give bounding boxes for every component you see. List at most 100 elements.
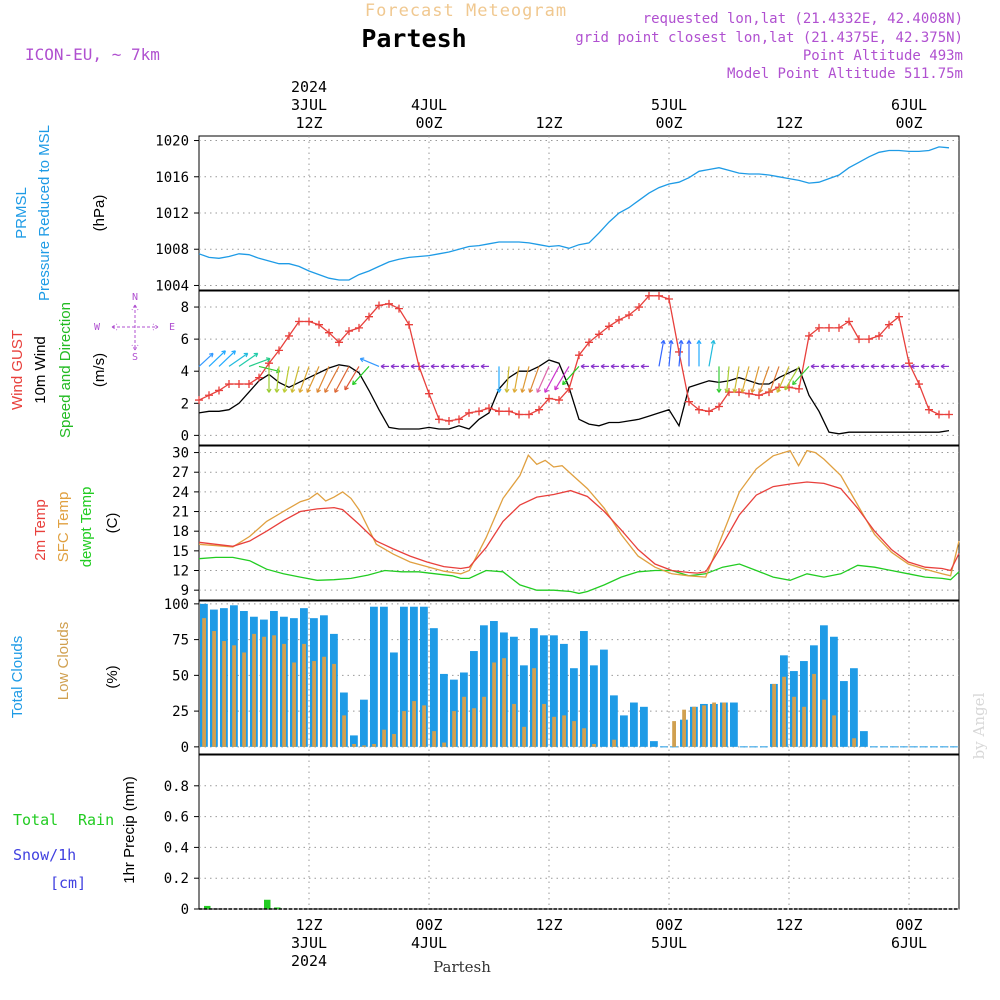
top-time-label: 3JUL (291, 96, 327, 114)
bottom-time-label: 12Z (775, 916, 802, 934)
pressure-ylabel-long: Pressure Reduced to MSL (36, 125, 53, 301)
low-cloud-bar (772, 683, 776, 747)
temp2m-ylabel: 2m Temp (32, 499, 49, 560)
gust-marker (865, 335, 873, 344)
y-tick-label: 6 (181, 332, 189, 348)
low-cloud-bar (672, 721, 676, 747)
point-altitude: Point Altitude 493m (803, 48, 963, 64)
total-cloud-bar (480, 625, 488, 747)
wind-direction-arrow (768, 366, 780, 393)
gust-marker (635, 303, 643, 312)
wind-direction-arrow (600, 363, 609, 369)
wind-direction-arrow (590, 363, 599, 369)
y-tick-label: 0 (181, 902, 189, 918)
pressure-ylabel: PRMSL (13, 187, 30, 239)
snow-unit: [cm] (50, 874, 86, 892)
gust-marker (475, 407, 483, 416)
wind-direction-arrow (440, 363, 449, 369)
place-title: Partesh (361, 24, 466, 53)
total-cloud-bar (640, 706, 648, 747)
low-cloud-bar (382, 729, 386, 747)
gust-marker (245, 380, 253, 389)
gust-marker (565, 384, 573, 393)
wind-direction-arrow (344, 366, 360, 391)
gust-marker (945, 410, 953, 419)
gust-marker (255, 373, 263, 382)
y-tick-label: 21 (172, 505, 189, 521)
wind-direction-arrow (630, 363, 639, 369)
top-time-label: 12Z (775, 114, 802, 132)
low-cloud-bar (492, 662, 496, 747)
wind-direction-arrow (910, 363, 919, 369)
gust-marker (845, 317, 853, 326)
y-tick-label: 2 (181, 396, 189, 412)
gust-marker (915, 380, 923, 389)
gust-marker (285, 331, 293, 340)
wind-direction-arrow (810, 363, 819, 369)
low-cloud-bar (782, 676, 786, 747)
gust-marker (395, 304, 403, 313)
wind-direction-arrow (724, 366, 730, 393)
total-cloud-bar (830, 636, 838, 747)
wind-direction-arrow (334, 366, 350, 393)
gust-marker (615, 315, 623, 324)
gust-marker (555, 396, 563, 405)
low-cloud-bar (722, 702, 726, 747)
gust-marker (215, 386, 223, 395)
gust-marker (625, 311, 633, 320)
total-cloud-bar (430, 628, 438, 747)
wind-direction-arrow (784, 366, 800, 391)
grid-point-coords: grid point closest lon,lat (21.4375E, 42… (575, 30, 963, 46)
rain-bar (264, 899, 271, 909)
temp2m-line (198, 481, 960, 574)
wind-direction-arrow (716, 366, 722, 393)
low-cloud-bar (412, 701, 416, 747)
gust-marker (485, 404, 493, 413)
gust-marker (525, 410, 533, 419)
wind-direction-arrow (544, 366, 560, 393)
low-cloud-bar (472, 708, 476, 747)
low-cloud-bar (482, 696, 486, 747)
low-cloud-bar (562, 715, 566, 747)
bottom-time-label: 12Z (295, 916, 322, 934)
low-cloud-bar (462, 696, 466, 747)
dewpt-ylabel: dewpt Temp (78, 487, 95, 568)
low-cloud-bar (582, 728, 586, 747)
gust-marker (595, 330, 603, 339)
direction-ylabel: Speed and Direction (57, 302, 74, 438)
wind-direction-arrow (218, 350, 236, 367)
total-cloud-bar (650, 741, 658, 747)
wind-direction-arrow (678, 340, 684, 367)
bottom-time-label: 4JUL (411, 934, 447, 952)
dewpt-line (198, 556, 960, 595)
wind-direction-arrow (658, 340, 666, 367)
top-time-label: 00Z (895, 114, 922, 132)
low-cloud-bar (202, 618, 206, 747)
total-cloud-bar (590, 665, 598, 747)
y-tick-label: 0.6 (164, 810, 189, 826)
gust-marker (645, 291, 653, 300)
y-tick-label: 12 (172, 564, 189, 580)
gust-marker (545, 394, 553, 403)
gust-marker (575, 351, 583, 360)
low-cloud-bar (612, 739, 616, 747)
y-tick-label: 100 (164, 597, 189, 613)
wind-direction-arrow (298, 366, 310, 393)
wind-direction-arrow (208, 350, 226, 367)
gust-marker (295, 317, 303, 326)
gust-marker (305, 317, 313, 326)
total-cloud-bar (370, 606, 378, 747)
sfc-ylabel: SFC Temp (55, 492, 72, 563)
y-tick-label: 15 (172, 544, 189, 560)
gust-marker (815, 323, 823, 332)
cloud-unit: (%) (104, 665, 121, 688)
compass-rose: N W E S (94, 292, 175, 363)
low-cloud-bar (302, 643, 306, 747)
y-tick-label: 25 (172, 704, 189, 720)
gust-marker (505, 407, 513, 416)
total-cloud-bar (800, 661, 808, 747)
bottom-time-label: 00Z (895, 916, 922, 934)
total-cloud-bar (540, 635, 548, 747)
y-tick-label: 1004 (155, 278, 189, 294)
